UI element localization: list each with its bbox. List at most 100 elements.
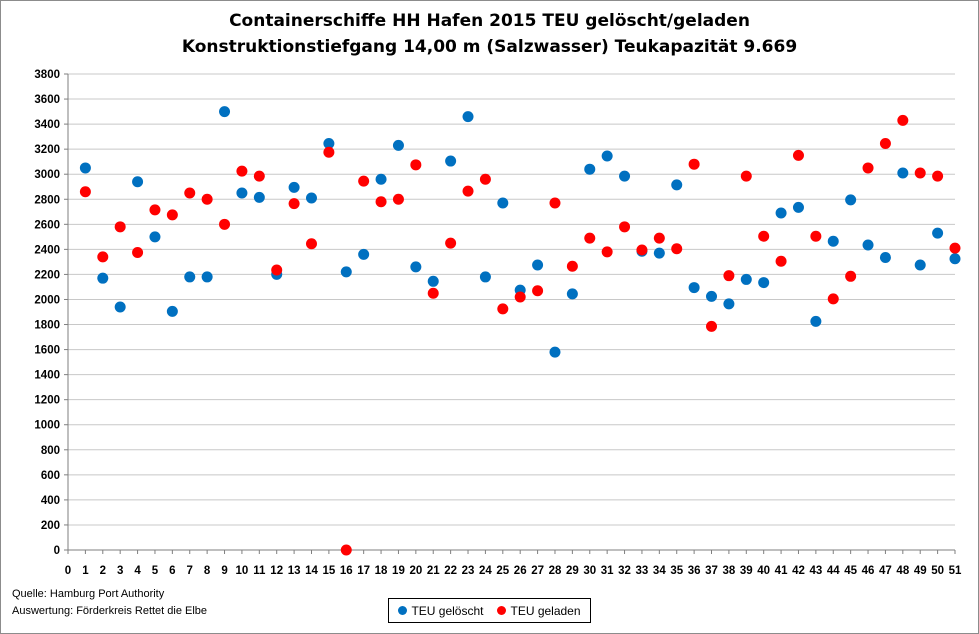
data-point [601, 246, 613, 258]
data-point [897, 167, 909, 179]
x-tick-label: 17 [357, 565, 370, 577]
x-tick-label: 5 [152, 565, 159, 577]
data-point [810, 230, 822, 242]
data-point [758, 277, 770, 289]
data-point [410, 159, 422, 171]
data-point [810, 315, 822, 327]
data-point [184, 271, 196, 283]
x-tick-label: 51 [949, 565, 962, 577]
data-point [236, 187, 248, 199]
y-tick-label: 1000 [34, 420, 60, 432]
legend-item-geladen: TEU geladen [497, 604, 581, 618]
data-point [375, 173, 387, 185]
data-point [758, 230, 770, 242]
x-tick-label: 3 [117, 565, 123, 577]
axes [64, 73, 956, 554]
data-point [201, 271, 213, 283]
data-point [236, 165, 248, 177]
series-teu-geladen [79, 114, 961, 556]
data-point [149, 204, 161, 216]
x-tick-label: 33 [636, 565, 649, 577]
data-point [427, 275, 439, 287]
data-point [340, 544, 352, 556]
legend-marker-red-dot [497, 606, 507, 615]
data-point [445, 155, 457, 167]
x-tick-label: 37 [705, 565, 718, 577]
data-point [584, 232, 596, 244]
chart-footer: Quelle: Hamburg Port Authority Auswertun… [12, 586, 207, 620]
x-tick-label: 41 [775, 565, 788, 577]
data-point [305, 238, 317, 250]
data-point [845, 194, 857, 206]
data-point [462, 185, 474, 197]
data-point [723, 270, 735, 282]
data-point [288, 181, 300, 193]
y-tick-label: 2400 [34, 244, 60, 256]
data-point [653, 232, 665, 244]
x-axis-tick-labels: 0 1 2 3 4 5 6 7 8 9 10 11 12 13 14 15 16 17 18 19 20 21 22 23 24… [65, 565, 962, 577]
x-tick-label: 23 [462, 565, 475, 577]
data-point [862, 162, 874, 174]
data-point [532, 285, 544, 297]
data-point [497, 303, 509, 315]
x-tick-label: 26 [514, 565, 527, 577]
x-tick-label: 36 [688, 565, 701, 577]
gridlines [68, 73, 955, 526]
data-point [723, 298, 735, 310]
x-tick-label: 18 [375, 565, 388, 577]
y-tick-label: 1200 [34, 395, 60, 407]
x-tick-label: 42 [792, 565, 805, 577]
y-tick-label: 1800 [34, 320, 60, 332]
data-point [114, 221, 126, 233]
x-tick-label: 43 [809, 565, 822, 577]
source-note: Quelle: Hamburg Port Authority [12, 588, 165, 600]
x-tick-label: 31 [601, 565, 614, 577]
x-tick-label: 48 [896, 565, 909, 577]
data-point [427, 287, 439, 299]
data-point [166, 305, 178, 317]
legend-marker-blue-dot [398, 606, 408, 615]
x-tick-label: 7 [187, 565, 193, 577]
x-tick-label: 21 [427, 565, 440, 577]
data-point [827, 293, 839, 305]
data-point [271, 264, 283, 276]
data-point [566, 260, 578, 272]
data-point [340, 266, 352, 278]
x-tick-label: 0 [65, 565, 71, 577]
data-point [219, 106, 231, 118]
data-point [132, 247, 144, 258]
x-tick-label: 46 [862, 565, 875, 577]
data-point [288, 198, 300, 210]
data-point [462, 111, 474, 123]
data-point [549, 346, 561, 358]
x-tick-label: 11 [253, 565, 266, 577]
x-tick-label: 8 [204, 565, 211, 577]
data-point [619, 221, 631, 233]
y-tick-label: 1400 [34, 370, 60, 382]
data-point [653, 247, 665, 259]
y-tick-label: 0 [54, 545, 60, 557]
legend-item-geloescht: TEU gelöscht [398, 604, 483, 618]
x-tick-label: 49 [914, 565, 927, 577]
x-tick-label: 32 [618, 565, 631, 577]
data-point [949, 242, 961, 254]
data-point [827, 235, 839, 247]
data-point [358, 175, 370, 187]
legend: TEU gelöscht TEU geladen [388, 598, 591, 623]
data-point [671, 243, 683, 255]
data-point [358, 248, 370, 260]
x-tick-label: 25 [496, 565, 509, 577]
data-point [445, 237, 457, 249]
data-points [79, 106, 961, 556]
data-point [566, 288, 578, 300]
data-point [323, 146, 335, 158]
analysis-note: Auswertung: Förderkreis Rettet die Elbe [12, 605, 208, 617]
y-tick-label: 600 [41, 470, 60, 482]
x-tick-label: 2 [100, 565, 106, 577]
x-tick-label: 13 [288, 565, 301, 577]
x-tick-label: 9 [221, 565, 227, 577]
x-tick-label: 47 [879, 565, 892, 577]
x-tick-label: 39 [740, 565, 753, 577]
data-point [549, 197, 561, 209]
